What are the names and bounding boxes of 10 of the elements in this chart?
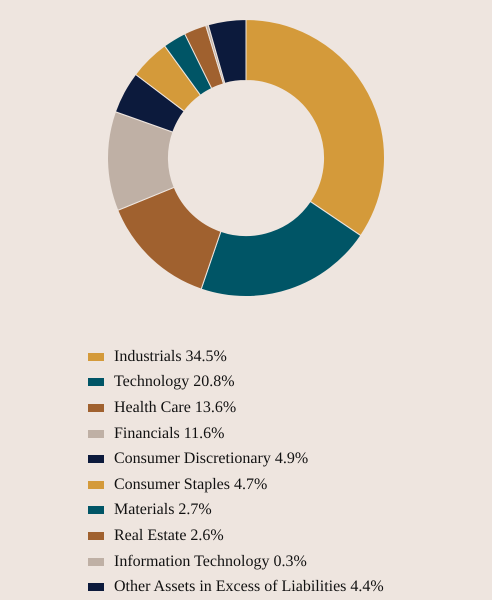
legend-label: Consumer Discretionary 4.9%	[114, 450, 308, 468]
legend-label: Materials 2.7%	[114, 501, 212, 520]
legend-label: Consumer Staples 4.7%	[114, 476, 268, 494]
legend-label: Financials 11.6%	[114, 424, 224, 443]
legend-label: Technology 20.8%	[114, 373, 235, 392]
legend-label: Industrials 34.5%	[114, 348, 227, 366]
legend-label: Information Technology 0.3%	[114, 552, 307, 571]
legend-label: Real Estate 2.6%	[114, 526, 224, 545]
legend-label: Other Assets in Excess of Liabilities 4.4%	[114, 578, 384, 596]
legend-label: Health Care 13.6%	[114, 398, 236, 417]
